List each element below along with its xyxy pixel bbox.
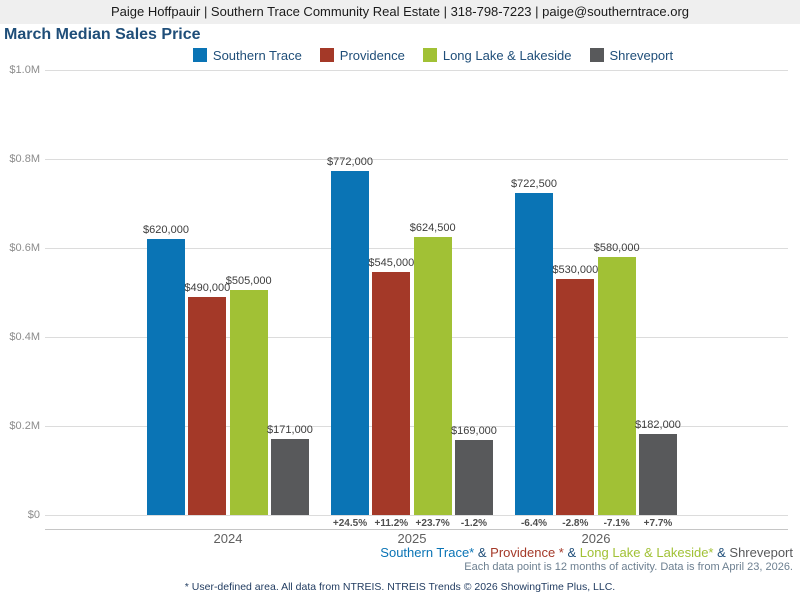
- footer-series-providence: Providence *: [490, 545, 564, 560]
- pct-change-shreveport-2026: +7.7%: [643, 518, 673, 529]
- pct-change-southern-trace-2025: +24.5%: [332, 518, 368, 529]
- value-label-long-lake-lakeside-2026: $580,000: [593, 241, 640, 254]
- legend-item-long-lake-lakeside: Long Lake & Lakeside: [422, 47, 572, 63]
- footer-data-note: Each data point is 12 months of activity…: [464, 561, 793, 573]
- bar-long-lake-lakeside-2026: [597, 256, 636, 515]
- pct-change-southern-trace-2026: -6.4%: [520, 518, 548, 529]
- bar-southern-trace-2024: [147, 239, 185, 515]
- legend-label: Providence: [339, 47, 405, 63]
- footer-series-long-lake-lakeside: Long Lake & Lakeside*: [579, 545, 714, 560]
- x-axis-line: [45, 529, 788, 530]
- value-label-providence-2026: $530,000: [552, 264, 599, 277]
- legend-item-southern-trace: Southern Trace: [192, 47, 302, 63]
- bar-long-lake-lakeside-2025: [413, 237, 452, 515]
- legend-swatch-icon: [319, 48, 334, 62]
- x-axis-label-2026: 2026: [581, 531, 611, 546]
- gridline-1-0m: [45, 70, 788, 71]
- legend-label: Long Lake & Lakeside: [442, 47, 572, 63]
- footer-series-: &: [563, 545, 580, 560]
- footer-series-line: Southern Trace* & Providence * & Long La…: [380, 545, 793, 560]
- pct-change-long-lake-lakeside-2025: +23.7%: [415, 518, 450, 529]
- bar-providence-2024: [188, 296, 227, 515]
- legend-label: Southern Trace: [212, 47, 302, 63]
- footer-series-southern-trace: Southern Trace*: [380, 545, 475, 560]
- legend-item-shreveport: Shreveport: [589, 47, 674, 63]
- value-label-southern-trace-2024: $620,000: [143, 224, 189, 237]
- legend-label: Shreveport: [609, 47, 674, 63]
- footer-series-shreveport: Shreveport: [729, 545, 793, 560]
- y-axis-tick-0: $0: [27, 509, 40, 521]
- y-axis-tick-1-0m: $1.0M: [9, 64, 40, 76]
- value-label-shreveport-2024: $171,000: [267, 423, 313, 436]
- value-label-shreveport-2025: $169,000: [451, 424, 497, 437]
- bar-shreveport-2025: [454, 439, 493, 515]
- value-label-long-lake-lakeside-2025: $624,500: [409, 222, 456, 235]
- y-axis-tick-0-4m: $0.4M: [9, 331, 40, 343]
- page-title: March Median Sales Price: [4, 26, 201, 43]
- bar-southern-trace-2026: [515, 193, 553, 515]
- value-label-shreveport-2026: $182,000: [635, 419, 681, 431]
- footer-series-: &: [474, 545, 491, 560]
- bar-providence-2025: [372, 272, 411, 515]
- pct-change-providence-2026: -2.8%: [562, 518, 589, 529]
- value-label-providence-2025: $545,000: [368, 257, 415, 270]
- legend-swatch-icon: [192, 48, 207, 62]
- legend-swatch-icon: [422, 48, 437, 62]
- bar-providence-2026: [556, 279, 595, 515]
- chart-legend: Southern Trace Providence Long Lake & Lake…: [0, 46, 800, 64]
- bar-long-lake-lakeside-2024: [229, 290, 268, 515]
- legend-swatch-icon: [589, 48, 604, 62]
- y-axis-tick-0-8m: $0.8M: [9, 153, 40, 165]
- bar-shreveport-2024: [270, 438, 309, 515]
- bar-southern-trace-2025: [331, 171, 369, 515]
- legend-item-providence: Providence: [319, 47, 405, 63]
- y-axis-tick-0-2m: $0.2M: [9, 420, 40, 432]
- pct-change-providence-2025: +11.2%: [374, 518, 409, 529]
- value-label-southern-trace-2026: $722,500: [511, 178, 557, 191]
- gridline-0: [45, 515, 788, 516]
- value-label-long-lake-lakeside-2024: $505,000: [225, 275, 272, 288]
- x-axis-label-2024: 2024: [213, 531, 243, 546]
- y-axis-tick-0-6m: $0.6M: [9, 242, 40, 254]
- value-label-southern-trace-2025: $772,000: [327, 156, 373, 169]
- value-label-providence-2024: $490,000: [184, 281, 231, 294]
- footer-series-: &: [713, 545, 730, 560]
- bar-shreveport-2026: [638, 434, 677, 515]
- gridline-0-8m: [45, 159, 788, 160]
- pct-change-shreveport-2025: -1.2%: [460, 518, 488, 529]
- x-axis-label-2025: 2025: [397, 531, 427, 546]
- footer-disclaimer: * User-defined area. All data from NTREI…: [184, 581, 616, 593]
- agent-contact-header: Paige Hoffpauir | Southern Trace Communi…: [0, 0, 800, 24]
- pct-change-long-lake-lakeside-2026: -7.1%: [603, 518, 630, 529]
